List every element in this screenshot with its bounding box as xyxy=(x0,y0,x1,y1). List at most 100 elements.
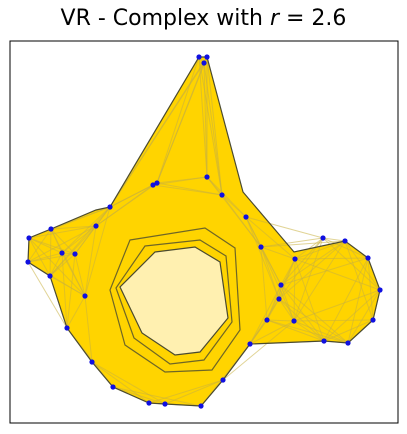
complex-edge xyxy=(323,289,381,342)
vertex-point xyxy=(89,359,95,365)
complex-edge xyxy=(27,228,52,263)
complex-edge xyxy=(260,246,295,322)
complex-edge xyxy=(74,225,97,255)
complex-edge xyxy=(74,253,86,297)
vertex-point xyxy=(26,235,32,241)
vertex-point xyxy=(220,377,226,383)
complex-edge xyxy=(28,237,51,277)
complex-edge xyxy=(344,240,381,291)
complex-edge xyxy=(91,361,166,405)
vertex-point xyxy=(278,282,284,288)
complex-edge xyxy=(266,319,349,344)
vertex-point xyxy=(82,293,88,299)
vertex-point xyxy=(204,174,210,180)
title-variable: r xyxy=(269,6,280,31)
vertex-point xyxy=(201,60,207,66)
complex-edge xyxy=(293,289,381,322)
complex-edge xyxy=(260,246,268,321)
complex-edge xyxy=(84,295,93,363)
complex-edge xyxy=(260,246,296,260)
complex-edge xyxy=(50,228,76,255)
complex-edge xyxy=(112,386,202,407)
complex-edge xyxy=(49,253,76,277)
complex-edge xyxy=(148,379,224,404)
vertex-point xyxy=(72,251,78,257)
vertex-point xyxy=(162,401,168,407)
title-prefix: VR - Complex with xyxy=(60,6,270,31)
complex-edge xyxy=(206,56,223,196)
vertex-point xyxy=(365,255,371,261)
complex-edge xyxy=(198,56,223,196)
vertex-point xyxy=(150,182,156,188)
vertex-point xyxy=(264,317,270,323)
vertex-point xyxy=(48,226,54,232)
complex-edge xyxy=(61,206,111,254)
complex-edge xyxy=(109,184,154,208)
complex-edge xyxy=(278,298,295,322)
complex-edge xyxy=(49,275,86,297)
vertex-point xyxy=(204,54,210,60)
complex-fill xyxy=(28,57,380,406)
complex-edge xyxy=(278,240,346,300)
complex-hole xyxy=(120,247,228,355)
vertex-point xyxy=(59,250,65,256)
complex-edge xyxy=(347,289,381,344)
complex-edge xyxy=(322,237,346,242)
complex-edge xyxy=(50,225,97,230)
vertices xyxy=(25,54,383,409)
complex-edge xyxy=(112,386,166,405)
complex-edge xyxy=(293,258,296,322)
vertex-point xyxy=(196,54,202,60)
vertex-point xyxy=(370,317,376,323)
plot-frame xyxy=(9,40,399,424)
complex-edge xyxy=(323,257,369,342)
complex-edge xyxy=(156,62,205,184)
complex-edge xyxy=(323,319,374,342)
complex-edge xyxy=(260,246,280,300)
complex-edge xyxy=(280,284,295,322)
complex-edge xyxy=(280,284,349,344)
complex-edge xyxy=(293,240,346,322)
complex-edge xyxy=(66,295,86,329)
complex-edge xyxy=(245,216,280,300)
vertex-point xyxy=(64,325,70,331)
complex-edge xyxy=(280,284,325,342)
complex-edge xyxy=(280,240,346,286)
complex-edge xyxy=(66,253,76,329)
vertex-point xyxy=(146,400,152,406)
inner-ring xyxy=(109,227,241,373)
vertex-point xyxy=(93,223,99,229)
complex-edge xyxy=(84,206,111,297)
complex-edge xyxy=(28,237,86,297)
complex-edge xyxy=(49,228,52,277)
hole-boundary xyxy=(119,246,229,356)
complex-edge xyxy=(95,184,154,227)
complex-edge xyxy=(61,252,86,297)
complex-edge xyxy=(367,257,374,321)
vertex-point xyxy=(219,192,225,198)
complex-edge xyxy=(203,62,223,196)
complex-edge xyxy=(294,257,369,260)
vertex-point xyxy=(276,296,282,302)
vertex-point xyxy=(320,235,326,241)
complex-edge xyxy=(206,176,247,218)
vertex-point xyxy=(321,338,327,344)
complex-edge xyxy=(260,237,324,248)
complex-edge xyxy=(221,194,247,218)
complex-edge xyxy=(249,320,295,345)
complex-edge xyxy=(28,237,63,254)
complex-edge xyxy=(152,176,208,186)
vertex-point xyxy=(377,287,383,293)
chart-title: VR - Complex with r = 2.6 xyxy=(0,6,407,31)
complex-edge xyxy=(28,237,76,255)
complex-region xyxy=(28,57,380,406)
vertex-point xyxy=(25,259,31,265)
complex-edge xyxy=(293,319,374,322)
vertex-point xyxy=(247,341,253,347)
complex-edge xyxy=(245,216,296,260)
vertex-point xyxy=(292,256,298,262)
complex-edge xyxy=(152,184,223,196)
vertex-point xyxy=(345,340,351,346)
complex-edge xyxy=(294,240,346,260)
